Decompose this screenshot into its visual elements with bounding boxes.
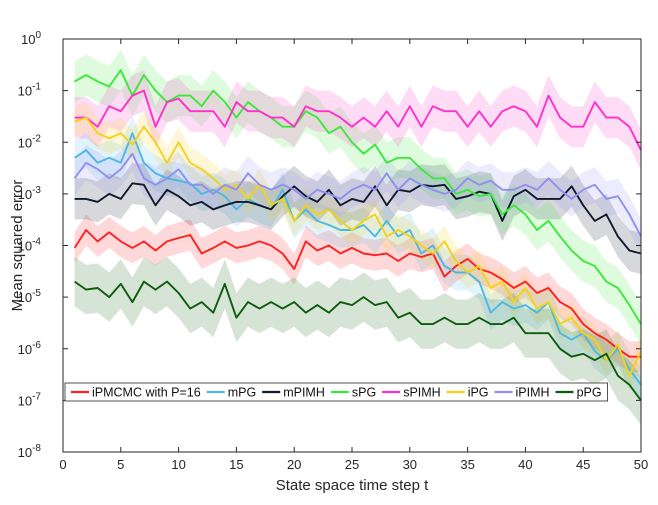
x-tick-label-10: 50 [634, 457, 648, 472]
legend-label-1: mPG [228, 386, 256, 400]
x-tick-label-2: 10 [171, 457, 185, 472]
legend-label-3: sPG [352, 386, 376, 400]
band-5 [74, 102, 642, 392]
y-axis-label: Mean squared error [9, 180, 26, 312]
x-tick-label-4: 20 [287, 457, 301, 472]
band-3 [74, 49, 642, 345]
x-tick-label-5: 25 [345, 457, 359, 472]
band-4 [74, 70, 642, 171]
band-0 [74, 214, 642, 373]
legend-label-5: iPG [468, 386, 489, 400]
legend-label-2: mPIMH [283, 386, 325, 400]
legend-label-0: iPMCMC with P=16 [92, 386, 201, 400]
legend-label-7: pPG [577, 386, 602, 400]
x-axis-ticks: 0 5 10 15 20 25 30 35 40 45 50 [59, 39, 648, 472]
series-line-7 [74, 280, 642, 401]
legend-label-6: iPIMH [516, 386, 550, 400]
x-axis-label: State space time step t [276, 477, 429, 494]
x-tick-label-9: 45 [576, 457, 590, 472]
x-tick-label-1: 5 [117, 457, 124, 472]
band-1 [74, 115, 642, 403]
x-tick-label-0: 0 [59, 457, 66, 472]
legend-label-4: sPIMH [403, 386, 441, 400]
series-line-5 [74, 116, 642, 377]
x-tick-label-7: 35 [460, 457, 474, 472]
legend: iPMCMC with P=16 mPG mPIMH sPG sPIMH iPG iPIMH… [64, 382, 608, 402]
band-6 [74, 136, 642, 255]
series-line-2 [74, 182, 642, 255]
x-tick-label-8: 40 [518, 457, 532, 472]
series-line-6 [73, 152, 642, 237]
x-tick-label-3: 15 [229, 457, 243, 472]
series-line-4 [74, 89, 642, 151]
band-7 [74, 257, 642, 425]
series-lines [73, 69, 642, 401]
x-tick-label-6: 30 [403, 457, 417, 472]
series-line-0 [73, 229, 641, 358]
